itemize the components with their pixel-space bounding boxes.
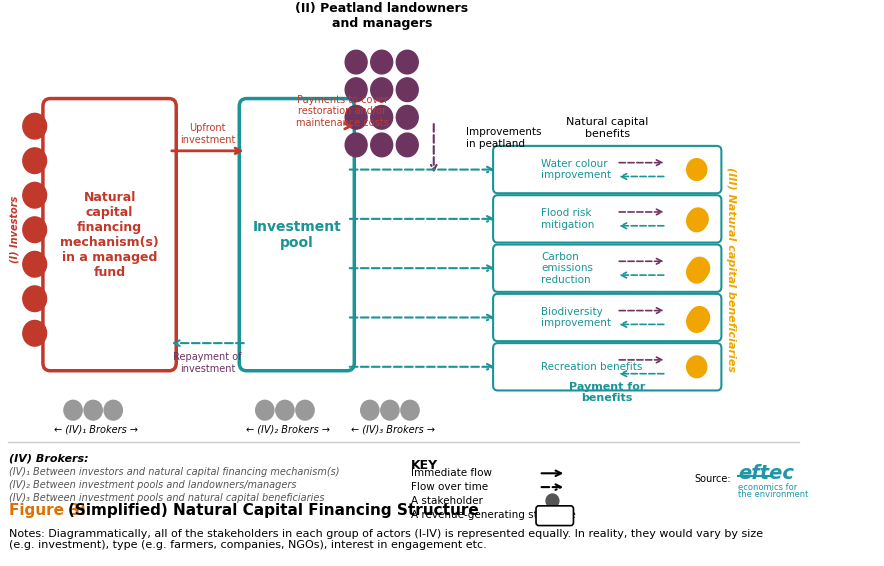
Text: ← (IV)₃ Brokers →: ← (IV)₃ Brokers → [351, 425, 435, 435]
Circle shape [370, 50, 392, 74]
Text: Water colour
improvement: Water colour improvement [542, 159, 612, 181]
Circle shape [687, 261, 707, 283]
Text: (II) Peatland landowners
and managers: (II) Peatland landowners and managers [295, 2, 469, 30]
FancyBboxPatch shape [493, 195, 721, 243]
Text: Biodiversity
improvement: Biodiversity improvement [542, 307, 612, 328]
Text: Recreation benefits: Recreation benefits [542, 362, 643, 372]
Text: (IV) Brokers:: (IV) Brokers: [9, 453, 88, 464]
Circle shape [370, 133, 392, 157]
Circle shape [688, 208, 708, 230]
Text: (III) Natural capital beneficiaries: (III) Natural capital beneficiaries [726, 166, 735, 372]
Text: Repayment of
investment: Repayment of investment [173, 352, 242, 374]
Circle shape [690, 307, 710, 328]
Circle shape [345, 133, 367, 157]
Text: economics for: economics for [738, 483, 797, 492]
Text: ← (IV)₁ Brokers →: ← (IV)₁ Brokers → [54, 425, 138, 435]
Text: Carbon
emissions
reduction: Carbon emissions reduction [542, 251, 593, 285]
Circle shape [688, 308, 708, 331]
Circle shape [396, 133, 418, 157]
Circle shape [690, 258, 710, 279]
Text: (Simplified) Natural Capital Financing Structure: (Simplified) Natural Capital Financing S… [68, 503, 479, 518]
Text: the environment: the environment [738, 491, 808, 500]
Text: A stakeholder: A stakeholder [411, 496, 483, 506]
Circle shape [396, 78, 418, 101]
Text: (I) Investors: (I) Investors [10, 196, 19, 263]
Circle shape [345, 50, 367, 74]
Text: Natural
capital
financing
mechanism(s)
in a managed
fund: Natural capital financing mechanism(s) i… [60, 191, 159, 278]
Circle shape [504, 155, 531, 185]
Circle shape [396, 105, 418, 129]
Text: (IV)₁ Between investors and natural capital financing mechanism(s): (IV)₁ Between investors and natural capi… [9, 468, 339, 477]
Circle shape [504, 303, 531, 332]
Circle shape [84, 400, 103, 420]
Text: ← (IV)₂ Brokers →: ← (IV)₂ Brokers → [246, 425, 330, 435]
Text: Source:: Source: [694, 474, 730, 484]
Text: (IV)₂ Between investment pools and landowners/managers: (IV)₂ Between investment pools and lando… [9, 480, 297, 490]
Text: Flow over time: Flow over time [411, 482, 488, 492]
Text: Payments to cover
restoration and/or
maintenance costs: Payments to cover restoration and/or mai… [296, 95, 389, 128]
Text: Upfront
investment: Upfront investment [180, 123, 235, 145]
Text: Investment
pool: Investment pool [253, 220, 341, 250]
Circle shape [23, 113, 47, 139]
Text: Notes: Diagrammatically, all of the stakeholders in each group of actors (I-IV) : Notes: Diagrammatically, all of the stak… [9, 529, 763, 550]
Circle shape [23, 286, 47, 311]
Text: A revenue-generating structure: A revenue-generating structure [411, 510, 575, 520]
Text: (IV)₃ Between investment pools and natural capital beneficiaries: (IV)₃ Between investment pools and natur… [9, 493, 324, 503]
Circle shape [23, 320, 47, 346]
Circle shape [345, 105, 367, 129]
FancyBboxPatch shape [493, 146, 721, 193]
Text: Flood risk
mitigation: Flood risk mitigation [542, 208, 595, 230]
FancyBboxPatch shape [493, 343, 721, 391]
Text: Improvements
in peatland: Improvements in peatland [466, 127, 541, 149]
Text: Figure 3:: Figure 3: [9, 503, 92, 518]
Circle shape [64, 400, 82, 420]
Text: Natural capital
benefits: Natural capital benefits [566, 117, 649, 139]
FancyBboxPatch shape [240, 98, 354, 371]
Text: KEY: KEY [411, 460, 438, 473]
FancyBboxPatch shape [43, 98, 176, 371]
Circle shape [687, 311, 707, 332]
Circle shape [381, 400, 399, 420]
Circle shape [687, 356, 707, 378]
Circle shape [23, 148, 47, 174]
Circle shape [345, 78, 367, 101]
Circle shape [687, 210, 707, 231]
Circle shape [370, 78, 392, 101]
Circle shape [396, 50, 418, 74]
Circle shape [104, 400, 122, 420]
Circle shape [296, 400, 314, 420]
Circle shape [370, 105, 392, 129]
Circle shape [23, 182, 47, 208]
FancyBboxPatch shape [493, 294, 721, 341]
Circle shape [688, 259, 708, 281]
Circle shape [504, 254, 531, 283]
Circle shape [546, 494, 559, 508]
Text: Payment for
benefits: Payment for benefits [569, 381, 645, 403]
FancyBboxPatch shape [493, 245, 721, 292]
Circle shape [361, 400, 379, 420]
Circle shape [400, 400, 419, 420]
Circle shape [687, 158, 707, 181]
Text: Immediate flow: Immediate flow [411, 468, 492, 478]
FancyBboxPatch shape [536, 506, 574, 526]
Circle shape [276, 400, 294, 420]
Text: eftec: eftec [738, 464, 794, 483]
Circle shape [23, 217, 47, 243]
Circle shape [504, 352, 531, 381]
Circle shape [255, 400, 274, 420]
Circle shape [504, 204, 531, 234]
Circle shape [23, 251, 47, 277]
